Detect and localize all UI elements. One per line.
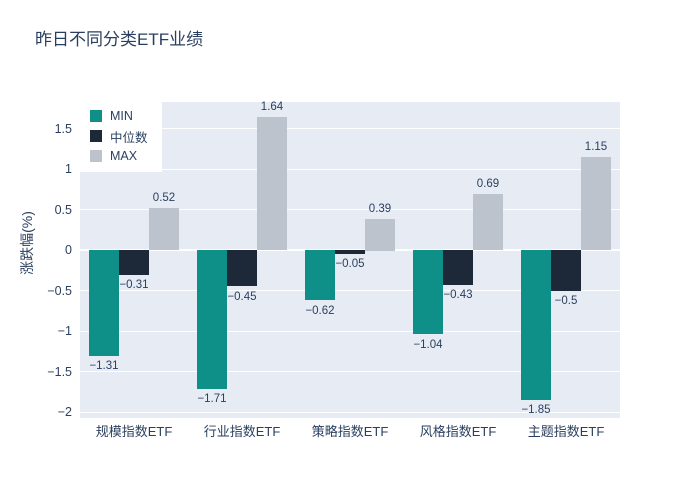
bar-min-5[interactable] [521,250,551,400]
bar-value-label: −0.62 [305,305,335,317]
bar-min-3[interactable] [305,250,335,300]
bar-value-label: 0.52 [152,192,176,204]
grid-line [80,128,620,129]
bar-max-1[interactable] [149,208,179,250]
bar-value-label: −1.04 [413,339,443,351]
bar-min-1[interactable] [89,250,119,356]
grid-line [80,209,620,210]
grid-line [80,412,620,413]
y-tick-label: −2 [57,405,72,419]
chart-title: 昨日不同分类ETF业绩 [35,30,204,49]
x-category-label: 主题指数ETF [527,424,605,439]
legend-label-median: 中位数 [110,130,148,145]
y-tick-label: 1.5 [54,122,72,136]
y-tick-label: 0.5 [54,203,72,217]
max-series-swatch-icon [90,150,102,162]
bar-min-4[interactable] [413,250,443,334]
bar-中位数-2[interactable] [227,250,257,286]
y-tick-label: −1 [57,324,72,338]
bar-value-label: −1.85 [521,404,551,416]
y-tick-label: 1 [65,162,72,176]
bar-max-5[interactable] [581,157,611,250]
bar-value-label: 1.64 [260,101,284,113]
legend-label-max: MAX [110,149,138,163]
bar-max-2[interactable] [257,117,287,250]
bar-value-label: 0.39 [368,203,392,215]
x-category-label: 规模指数ETF [95,424,173,439]
bar-中位数-4[interactable] [443,250,473,285]
bar-value-label: −0.43 [443,289,473,301]
x-category-label: 风格指数ETF [419,424,497,439]
grid-line [80,331,620,332]
y-tick-label: 0 [65,243,72,257]
bar-value-label: −0.5 [554,295,578,307]
bar-value-label: −1.71 [197,393,227,405]
grid-line [80,371,620,372]
y-tick-label: −1.5 [47,365,72,379]
grid-line [80,169,620,170]
bar-value-label: −0.05 [335,258,365,270]
bar-min-2[interactable] [197,250,227,389]
bar-value-label: 0.69 [476,178,500,190]
legend-item-median[interactable]: 中位数 [90,126,148,146]
bar-value-label: −0.45 [227,291,257,303]
grid-line [80,290,620,291]
legend-item-max[interactable]: MAX [90,146,148,166]
bar-max-4[interactable] [473,194,503,250]
bar-value-label: −1.31 [89,360,119,372]
median-series-swatch-icon [90,130,102,142]
legend-label-min: MIN [110,109,133,123]
bar-max-3[interactable] [365,219,395,251]
min-series-swatch-icon [90,110,102,122]
legend: MIN 中位数 MAX [80,100,162,172]
bar-中位数-1[interactable] [119,250,149,275]
x-category-label: 策略指数ETF [311,424,389,439]
bar-value-label: 1.15 [584,141,608,153]
y-tick-label: −0.5 [47,284,72,298]
x-category-label: 行业指数ETF [203,424,281,439]
bar-value-label: −0.31 [119,279,149,291]
bar-中位数-3[interactable] [335,250,365,254]
legend-item-min[interactable]: MIN [90,106,148,126]
plot-area: MIN 中位数 MAX −1.31 −1.71 −0.62 −1.04 −1.85 −0.… [80,100,620,439]
bar-中位数-5[interactable] [551,250,581,291]
